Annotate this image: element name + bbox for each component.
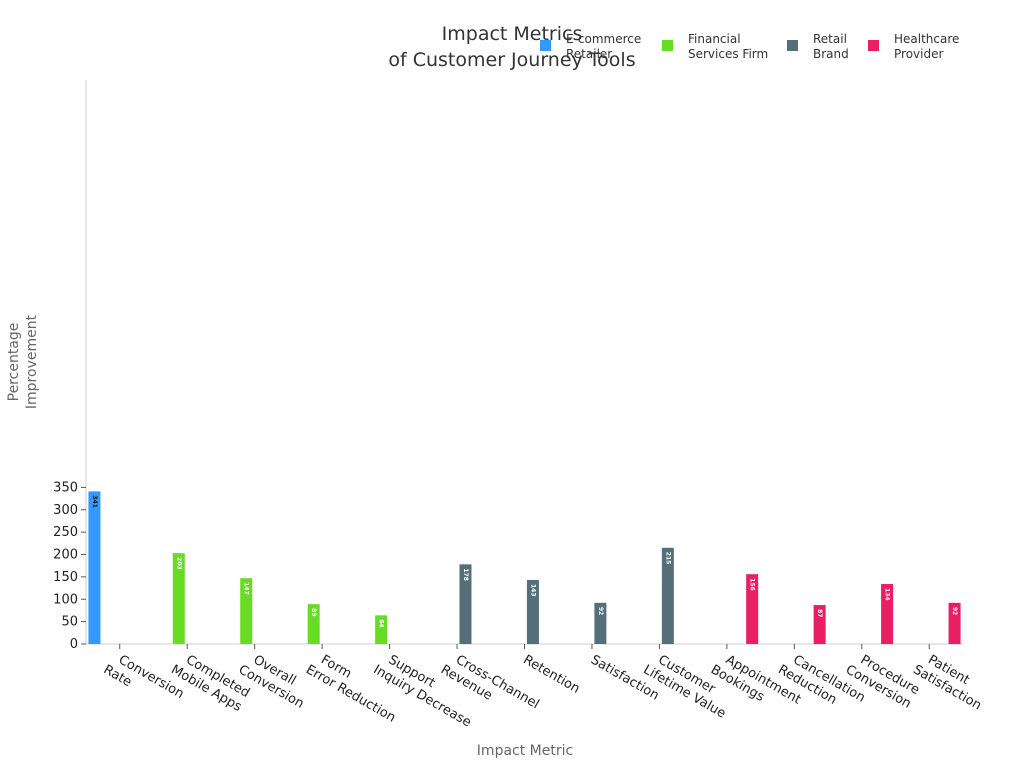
x-tick-label: PatientSatisfaction — [910, 648, 992, 713]
x-tick-label: CancellationReduction — [775, 648, 867, 719]
legend-swatch — [662, 40, 673, 51]
x-tick-label: Retention — [521, 652, 583, 696]
y-tick-label: 300 — [53, 503, 78, 518]
bar — [375, 615, 388, 644]
bar-value-label: 178 — [462, 568, 469, 581]
bar-value-label: 147 — [243, 582, 250, 595]
bar — [240, 578, 253, 644]
bar-value-label: 215 — [664, 552, 671, 565]
y-axis-title-line-2: Improvement — [24, 314, 40, 409]
bar-value-label: 92 — [951, 607, 958, 615]
x-tick-label: OverallConversion — [236, 648, 315, 711]
bars: 341 203 147 89 64 178 143 92 215 156 87 134 92 — [88, 491, 961, 644]
legend-swatch — [868, 40, 879, 51]
x-tick-label: CompletedMobile Apps — [168, 648, 252, 714]
bar-value-label: 143 — [529, 584, 536, 597]
bar — [746, 574, 759, 644]
bar-value-label: 341 — [91, 495, 98, 508]
y-axis-title-line-1: Percentage — [6, 323, 22, 402]
legend-label: Financial Services Firm — [688, 32, 768, 61]
bar — [526, 580, 539, 644]
bar — [813, 605, 826, 644]
bar — [459, 564, 472, 644]
bar-value-label: 156 — [749, 578, 756, 591]
y-tick-label: 0 — [70, 637, 78, 652]
y-tick-label: 200 — [53, 548, 78, 563]
bar-value-label: 89 — [310, 608, 317, 616]
x-tick-label: ConversionRate — [101, 648, 187, 715]
y-tick-label: 150 — [53, 570, 78, 585]
bar-value-label: 87 — [816, 609, 823, 617]
bar — [881, 584, 894, 644]
x-tick-labels: ConversionRate CompletedMobile Apps Overal… — [101, 644, 992, 730]
bar — [594, 602, 607, 644]
bar — [88, 491, 101, 644]
y-tick-label: 350 — [53, 480, 78, 495]
y-axis-title: Percentage Improvement — [6, 314, 40, 409]
legend-swatch — [540, 40, 551, 51]
bar-value-label: 64 — [378, 619, 385, 627]
y-tick-label: 250 — [53, 525, 78, 540]
y-tick-label: 50 — [61, 615, 78, 630]
bar — [172, 553, 185, 644]
legend-label: Retail Brand — [813, 32, 849, 61]
chart-title-line-1: Impact Metrics — [442, 23, 583, 45]
legend-label: E-commerce Retailer — [566, 32, 641, 61]
y-tick-label: 100 — [53, 592, 78, 607]
bar — [307, 604, 320, 644]
bar-value-label: 203 — [175, 557, 182, 570]
chart-title-line-2: of Customer Journey Tools — [388, 49, 635, 71]
legend-label: Healthcare Provider — [894, 32, 959, 61]
bar-value-label: 92 — [597, 607, 604, 615]
legend-swatch — [787, 40, 798, 51]
bar-value-label: 134 — [884, 588, 891, 601]
legend: E-commerce Retailer Financial Services Firm… — [540, 32, 959, 61]
x-tick-label: CustomerLifetime Value — [640, 648, 736, 721]
x-axis-title: Impact Metric — [477, 743, 573, 759]
bar — [661, 547, 674, 644]
bar — [948, 602, 961, 644]
axes: 0 50 100 150 200 250 300 350 — [53, 80, 963, 652]
